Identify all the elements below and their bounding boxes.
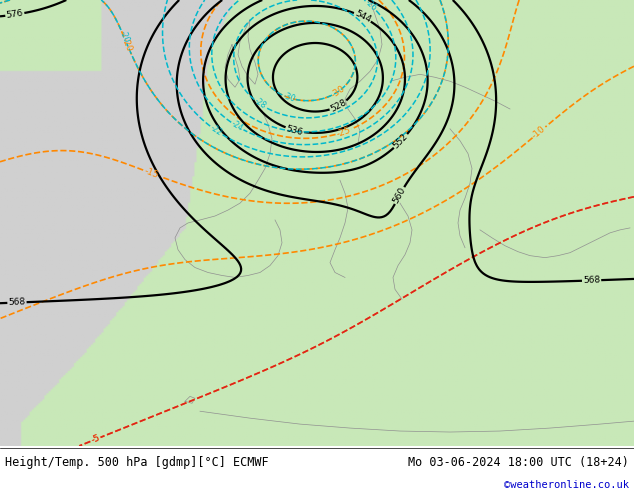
Text: -22: -22 (209, 123, 223, 138)
Text: -10: -10 (531, 124, 548, 141)
Text: -5: -5 (89, 434, 101, 445)
Text: -30: -30 (281, 92, 296, 104)
Text: 528: 528 (329, 98, 348, 114)
Text: Height/Temp. 500 hPa [gdmp][°C] ECMWF: Height/Temp. 500 hPa [gdmp][°C] ECMWF (5, 456, 269, 469)
Text: 560: 560 (391, 186, 408, 205)
Text: -15: -15 (143, 166, 160, 180)
Text: 576: 576 (6, 9, 24, 20)
Text: -5: -5 (89, 434, 101, 445)
Text: -30: -30 (330, 84, 347, 99)
Text: 568: 568 (8, 298, 26, 307)
Text: 536: 536 (285, 124, 304, 137)
Text: -20: -20 (117, 29, 131, 44)
Text: 568: 568 (583, 276, 600, 285)
Text: ©weatheronline.co.uk: ©weatheronline.co.uk (504, 480, 629, 490)
Text: -26: -26 (363, 0, 378, 13)
Text: -28: -28 (252, 97, 268, 111)
Text: -25: -25 (335, 125, 352, 139)
Text: 552: 552 (392, 132, 410, 150)
Text: Mo 03-06-2024 18:00 UTC (18+24): Mo 03-06-2024 18:00 UTC (18+24) (408, 456, 629, 469)
Text: 544: 544 (353, 9, 372, 25)
Text: -20: -20 (120, 36, 134, 53)
Text: -24: -24 (230, 119, 245, 133)
